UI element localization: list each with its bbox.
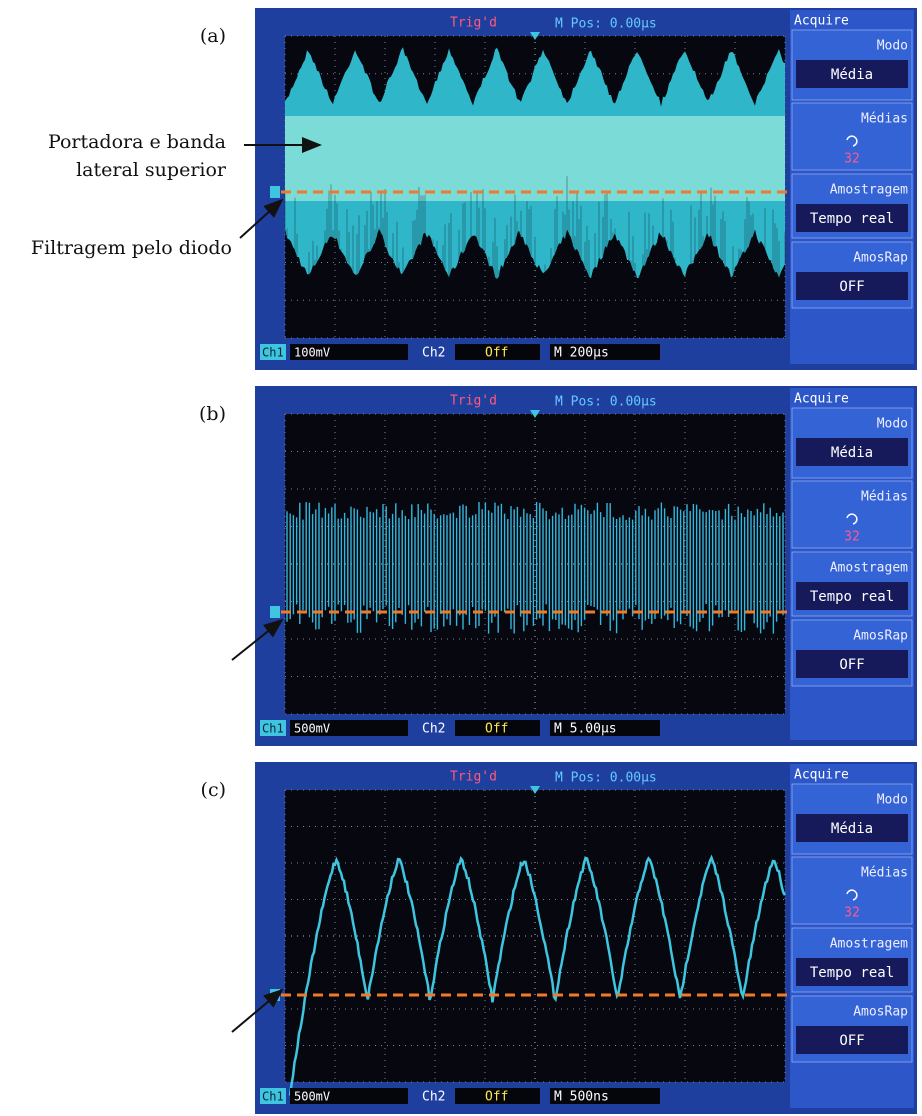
annotation: Portadora e banda [48,131,226,153]
panel-label: (c) [201,779,226,801]
annotation: Filtragem pelo diodo [31,237,232,259]
menu-value-box [796,582,908,610]
status-box [290,720,408,736]
menu-value-box [796,958,908,986]
menu-label: AmosRap [853,251,908,266]
status-ch1-label-box [260,720,286,736]
menu-value: OFF [839,279,864,295]
position: M Pos: 0.00µs [555,395,657,410]
menu-value-box [796,1026,908,1054]
waveform [284,176,786,280]
menu-label: Amostragem [830,937,908,952]
status-ch2-label: Ch2 [422,1090,445,1105]
oscilloscope-screen: Trig'd M Pos: 0.00µs Acquire Modo Média Média… [255,762,917,1114]
status-time: M 5.00µs [554,722,617,737]
annotation: lateral superior [76,159,227,181]
refresh-icon [846,513,858,525]
position: M Pos: 0.00µs [555,771,657,786]
menu-label: Modo [877,417,908,432]
menu-label: Modo [877,39,908,54]
menu-label: Amostragem [830,183,908,198]
status-ch2-label: Ch2 [422,722,445,737]
trigger-status: Trig'd [450,16,497,31]
trigger-marker [530,410,540,418]
position: M Pos: 0.00µs [555,17,657,32]
menu-title: Acquire [794,14,849,29]
menu-label: Amostragem [830,561,908,576]
menu-value: Tempo real [810,589,894,605]
refresh-icon [846,135,858,147]
menu-title: Acquire [794,392,849,407]
status-box [455,720,540,736]
channel-marker [270,606,280,618]
arrow [239,198,284,239]
waveform [285,116,785,201]
menu-value-box [796,204,908,232]
plot-area [285,790,785,1082]
oscilloscope-screen: Trig'd M Pos: 0.00µs Acquire Modo Média Média… [255,386,917,746]
status-time: M 500ns [554,1090,609,1105]
menu-title: Acquire [794,768,849,783]
menu-value-box [796,438,908,466]
status-box [550,1088,660,1104]
status-ch1-label: Ch1 [262,346,284,360]
status-ch1: 100mV [294,346,330,360]
status-ch1: 500mV [294,1090,330,1104]
status-box [550,720,660,736]
menu-label: Médias [861,490,908,505]
menu-label: Modo [877,793,908,808]
arrow [231,618,284,661]
status-ch2: Off [485,722,508,737]
panel-label: (b) [199,403,226,425]
menu-value: Média [831,445,873,461]
status-ch1-label-box [260,1088,286,1104]
menu-value-box [796,272,908,300]
menu-label: Médias [861,866,908,881]
menu-label: Médias [861,112,908,127]
trigger-marker [530,32,540,40]
arrow [231,988,284,1033]
menu-label: AmosRap [853,629,908,644]
menu-value: OFF [839,1033,864,1049]
refresh-icon [846,889,858,901]
status-ch1-label: Ch1 [262,722,284,736]
status-ch2: Off [485,346,508,361]
menu-value: 32 [844,152,860,167]
menu-value: Tempo real [810,965,894,981]
status-box [455,344,540,360]
status-ch1-label-box [260,344,286,360]
trigger-status: Trig'd [450,394,497,409]
status-ch1-label: Ch1 [262,1090,284,1104]
menu-section [791,102,913,171]
waveform [286,502,784,634]
channel-marker [270,186,280,198]
panel-label: (a) [200,25,226,47]
status-time: M 200µs [554,346,609,361]
menu-value: 32 [844,906,860,921]
menu-value-box [796,814,908,842]
menu-label: AmosRap [853,1005,908,1020]
status-box [290,1088,408,1104]
waveform [288,854,787,1096]
menu-value: Tempo real [810,211,894,227]
status-box [550,344,660,360]
menu-value-box [796,60,908,88]
menu-value: 32 [844,530,860,545]
status-ch2: Off [485,1090,508,1105]
status-ch1: 500mV [294,722,330,736]
status-box [290,344,408,360]
status-box [455,1088,540,1104]
menu-value-box [796,650,908,678]
trigger-marker [530,786,540,794]
menu-value: OFF [839,657,864,673]
trigger-status: Trig'd [450,770,497,785]
menu-value: Média [831,821,873,837]
menu-value: Média [831,67,873,83]
status-ch2-label: Ch2 [422,346,445,361]
oscilloscope-screen: Trig'd M Pos: 0.00µs Acquire Modo Média Média… [255,8,917,370]
